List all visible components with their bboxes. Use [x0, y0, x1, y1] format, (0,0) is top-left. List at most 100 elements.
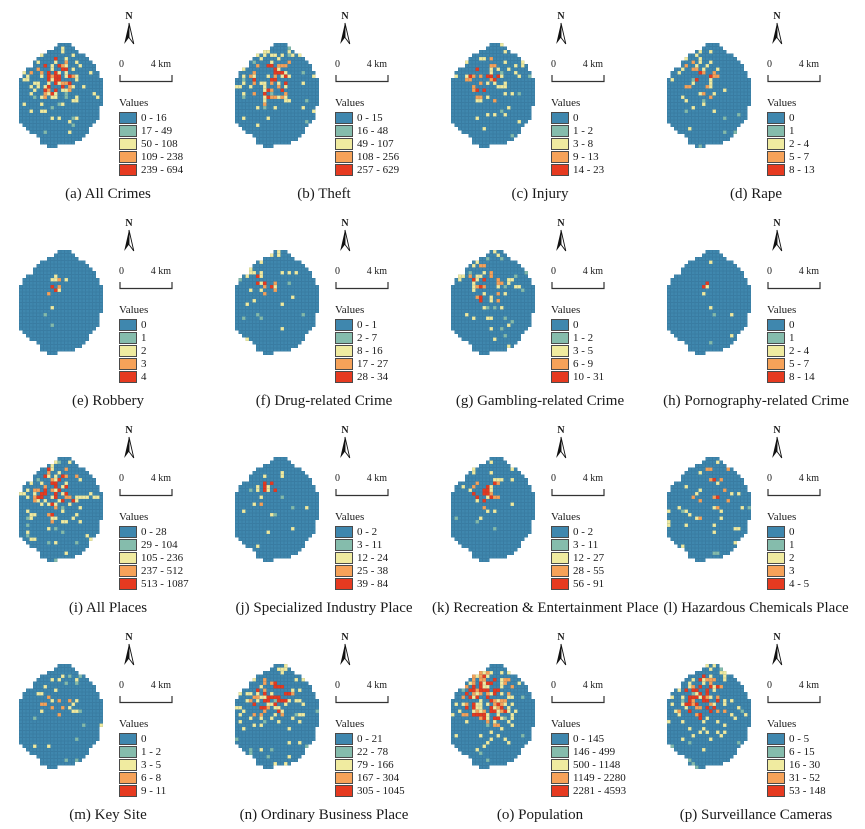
panel-caption: (j) Specialized Industry Place: [235, 600, 413, 616]
scale-zero-label: 0: [551, 59, 556, 70]
panel-sidebar: N 0 4 km Values 0: [335, 418, 429, 590]
legend-swatch-icon: [767, 771, 785, 784]
legend-row: 1: [767, 538, 809, 551]
legend-row: 0: [551, 111, 604, 124]
legend-title: Values: [767, 511, 797, 523]
panel-body: N 0 4 km Values 0: [432, 418, 648, 590]
map-area: [437, 229, 549, 383]
legend-swatch-icon: [767, 357, 785, 370]
legend-label: 14 - 23: [573, 163, 605, 176]
scale-bar: 0 4 km: [335, 680, 389, 709]
scale-labels: 0 4 km: [551, 680, 605, 691]
north-arrow-icon: [124, 22, 135, 45]
legend-row: 500 - 1148: [551, 758, 626, 771]
legend: Values 0 - 28 29 - 104 105 - 236 237 - 512 5…: [119, 511, 189, 590]
scale-zero-label: 0: [767, 473, 772, 484]
legend-swatch-icon: [335, 745, 353, 758]
choropleth-map: [221, 643, 333, 790]
scale-labels: 0 4 km: [767, 266, 821, 277]
legend-row: 53 - 148: [767, 784, 826, 797]
scale-distance-label: 4 km: [582, 59, 603, 70]
legend-label: 22 - 78: [357, 745, 389, 758]
north-arrow: N: [553, 426, 569, 460]
scale-zero-label: 0: [119, 59, 124, 70]
legend-swatch-icon: [551, 564, 569, 577]
legend-row: 1: [119, 331, 148, 344]
legend-swatch-icon: [767, 344, 785, 357]
legend-label: 3: [789, 564, 795, 577]
scale-bar: 0 4 km: [767, 59, 821, 88]
north-arrow-icon: [124, 643, 135, 666]
scale-bar: 0 4 km: [335, 266, 389, 295]
legend-swatch-icon: [767, 538, 785, 551]
scale-bar: 0 4 km: [335, 59, 389, 88]
legend-row: 3: [767, 564, 809, 577]
map-panel: N 0 4 km Values 0: [648, 625, 864, 829]
legend-label: 39 - 84: [357, 577, 389, 590]
north-arrow: N: [121, 219, 137, 253]
choropleth-map: [437, 436, 549, 583]
legend-swatch-icon: [551, 551, 569, 564]
legend-swatch-icon: [767, 784, 785, 797]
legend-label: 1: [789, 331, 795, 344]
scale-distance-label: 4 km: [366, 680, 387, 691]
north-label: N: [557, 218, 565, 229]
legend-label: 4: [141, 370, 147, 383]
legend-row: 17 - 49: [119, 124, 183, 137]
north-arrow: N: [769, 12, 785, 46]
legend-row: 56 - 91: [551, 577, 604, 590]
legend-swatch-icon: [119, 771, 137, 784]
legend-row: 1: [767, 124, 815, 137]
legend-swatch-icon: [767, 758, 785, 771]
scale-bar: 0 4 km: [551, 59, 605, 88]
map-panel: N 0 4 km Values 0: [648, 211, 864, 418]
legend-row: 1: [767, 331, 815, 344]
legend-label: 3 - 8: [573, 137, 594, 150]
legend-label: 146 - 499: [573, 745, 616, 758]
north-label: N: [773, 11, 781, 22]
north-label: N: [125, 218, 133, 229]
choropleth-map: [221, 436, 333, 583]
scale-bar: 0 4 km: [551, 680, 605, 709]
legend-label: 513 - 1087: [141, 577, 189, 590]
map-panel: N 0 4 km Values 0: [0, 4, 216, 211]
panel-caption: (f) Drug-related Crime: [255, 393, 393, 409]
legend-swatch-icon: [551, 538, 569, 551]
legend-label: 5 - 7: [789, 357, 810, 370]
legend-row: 0 - 28: [119, 525, 189, 538]
north-label: N: [341, 632, 349, 643]
legend-swatch-icon: [119, 124, 137, 137]
legend-swatch-icon: [335, 137, 353, 150]
legend-label: 4 - 5: [789, 577, 810, 590]
scale-labels: 0 4 km: [335, 59, 389, 70]
legend-swatch-icon: [767, 732, 785, 745]
panel-sidebar: N 0 4 km Values 0: [767, 4, 861, 176]
panel-body: N 0 4 km Values 0: [432, 625, 648, 797]
legend-swatch-icon: [119, 344, 137, 357]
legend-title: Values: [551, 511, 581, 523]
legend-row: 305 - 1045: [335, 784, 405, 797]
north-arrow: N: [121, 426, 137, 460]
legend-swatch-icon: [119, 732, 137, 745]
legend-row: 9 - 13: [551, 150, 604, 163]
legend-swatch-icon: [119, 577, 137, 590]
scale-distance-label: 4 km: [366, 266, 387, 277]
north-arrow-icon: [340, 22, 351, 45]
panel-body: N 0 4 km Values 0: [216, 4, 432, 176]
panel-body: N 0 4 km Values 0: [216, 418, 432, 590]
legend-swatch-icon: [551, 344, 569, 357]
scale-labels: 0 4 km: [551, 473, 605, 484]
legend-label: 0: [789, 111, 795, 124]
scale-bar-icon: [119, 282, 173, 290]
legend-label: 0: [573, 318, 579, 331]
legend-swatch-icon: [551, 745, 569, 758]
legend-label: 2281 - 4593: [573, 784, 627, 797]
legend-label: 3 - 11: [573, 538, 599, 551]
north-arrow: N: [337, 219, 353, 253]
legend-swatch-icon: [335, 758, 353, 771]
legend-swatch-icon: [551, 732, 569, 745]
scale-zero-label: 0: [551, 473, 556, 484]
legend-row: 0 - 21: [335, 732, 405, 745]
